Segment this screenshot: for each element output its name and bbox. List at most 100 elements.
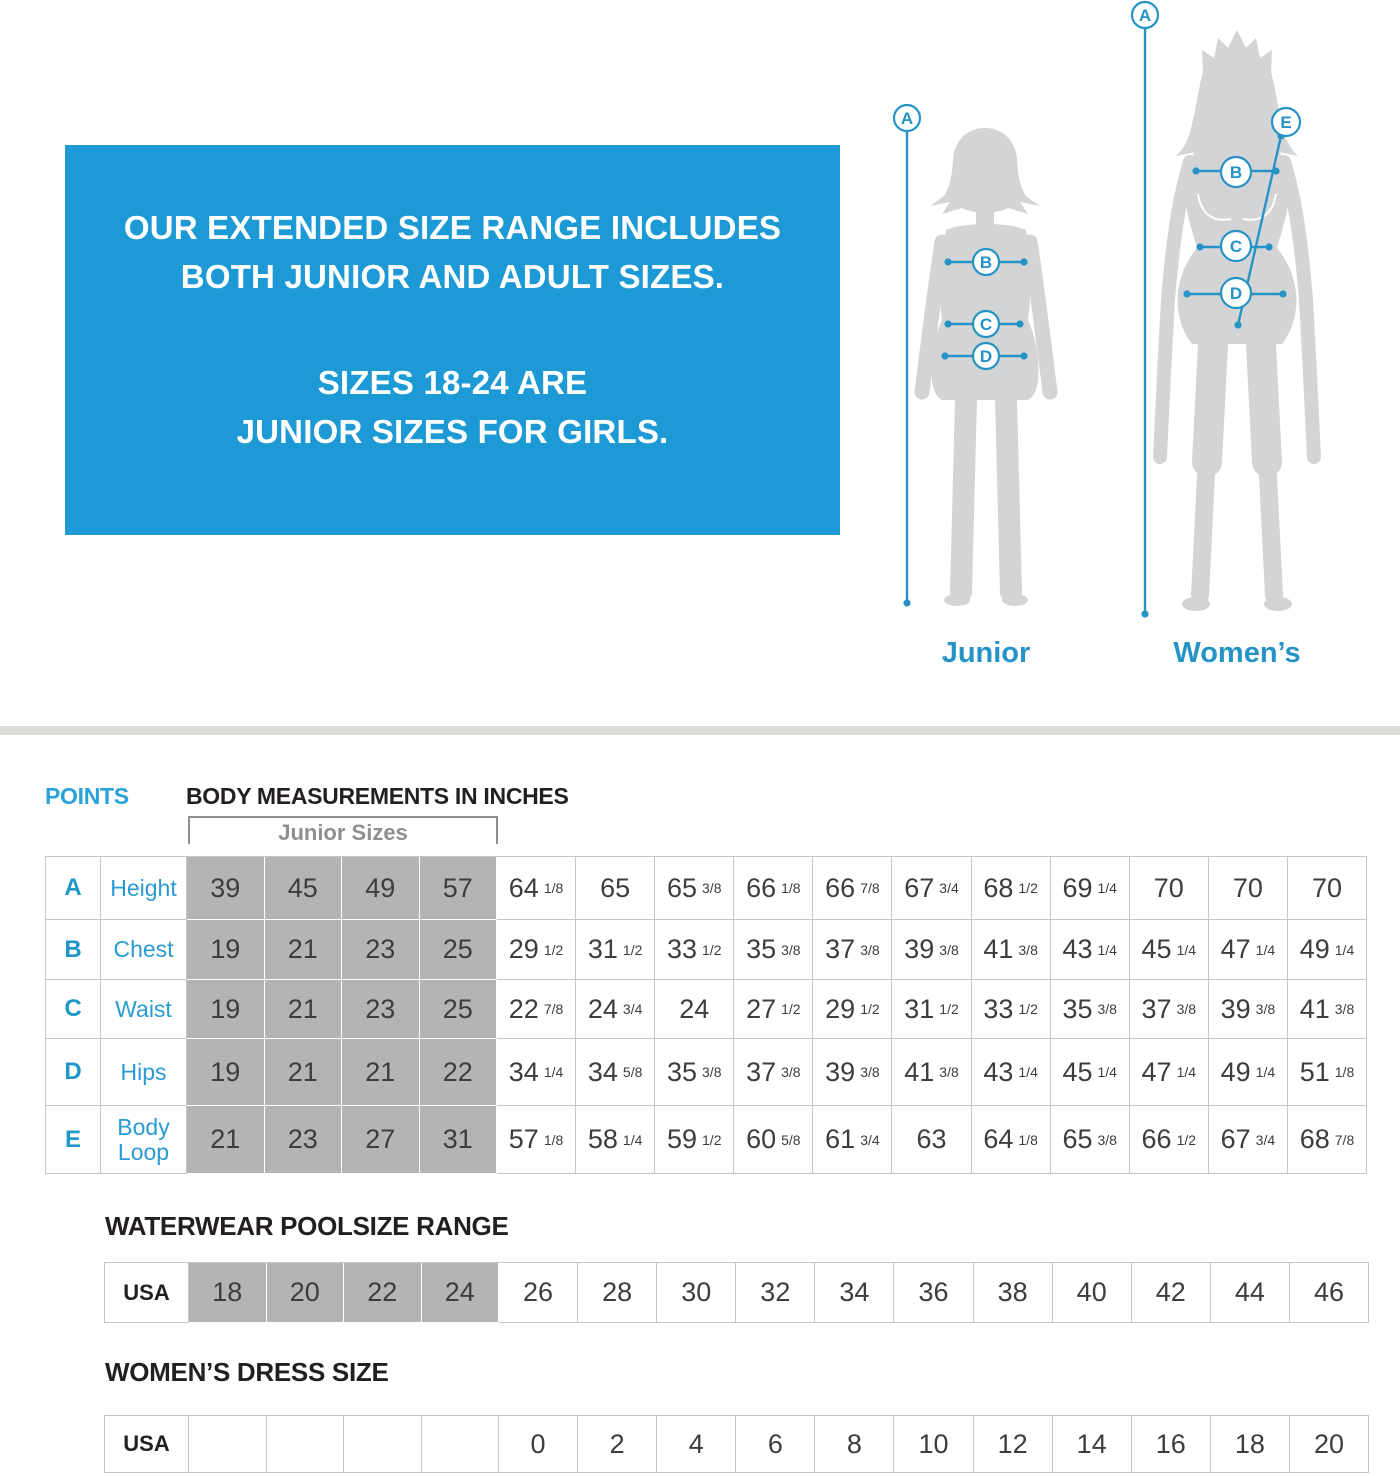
pool-size-cell: 28 [578,1263,658,1323]
measurement-cell: 45 1/4 [1050,1039,1130,1106]
measurement-cell: 64 1/8 [497,857,577,920]
measurement-cell: 21 [264,920,342,980]
poolsize-title: WATERWEAR POOLSIZE RANGE [105,1211,509,1241]
pool-size-cell: 30 [657,1263,737,1323]
measurement-cell: 58 1/4 [576,1106,656,1174]
measurement-cell: 45 [264,857,342,920]
womens-point-b: B [1230,163,1242,182]
measurement-cell: 37 3/8 [1129,980,1209,1039]
womens-point-e: E [1280,113,1291,132]
measurement-cell: 41 3/8 [892,1039,972,1106]
measurement-cell: 43 1/4 [971,1039,1051,1106]
measurement-cell: 29 1/2 [497,920,577,980]
dress-row-label: USA [105,1416,189,1473]
dress-size-cell: 12 [973,1416,1053,1473]
dress-size-cell: 0 [499,1416,579,1473]
measurement-cell: 66 7/8 [813,857,893,920]
junior-figure-label: Junior [942,637,1031,669]
measurement-cell: 27 1/2 [734,980,814,1039]
point-name: Body Loop [101,1106,187,1174]
pool-size-cell: 26 [499,1263,579,1323]
dress-size-cell: 14 [1052,1416,1132,1473]
pool-size-cell: 24 [421,1263,499,1323]
measurement-cell: 31 1/2 [576,920,656,980]
measurement-cell: 35 3/8 [734,920,814,980]
pool-size-cell: 44 [1210,1263,1290,1323]
measurement-cell: 35 3/8 [655,1039,735,1106]
point-name: Waist [101,980,187,1039]
dress-size-cell: 20 [1289,1416,1370,1473]
dress-size-cell: 4 [657,1416,737,1473]
point-letter: D [46,1039,101,1106]
measurement-cell: 22 7/8 [497,980,577,1039]
measurement-cell: 24 3/4 [576,980,656,1039]
dress-size-cell: 2 [578,1416,658,1473]
measurement-cell: 67 3/4 [1208,1106,1288,1174]
dress-size-cell: 6 [736,1416,816,1473]
pool-size-cell: 18 [189,1263,267,1323]
measurement-cell: 47 1/4 [1208,920,1288,980]
womens-measure-lines: A B C D E [1130,0,1302,618]
dress-size-cell: 10 [894,1416,974,1473]
junior-point-d: D [980,347,992,366]
measurement-cell: 39 3/8 [892,920,972,980]
dress-empty-cell [266,1416,344,1473]
measurement-cell: 65 3/8 [1050,1106,1130,1174]
body-measurements-title: BODY MEASUREMENTS IN INCHES [186,783,569,809]
pool-size-cell: 22 [344,1263,422,1323]
junior-measure-lines: A B C D [892,103,1028,607]
measurement-cell: 33 1/2 [971,980,1051,1039]
measurement-cell: 31 [419,1106,497,1174]
measurement-cell: 34 5/8 [576,1039,656,1106]
measurement-cell: 60 5/8 [734,1106,814,1174]
body-measurements-table: A Height 39 45 49 57 64 1/8 65 65 3/8 66 1/8 66 7/8 67 3… [45,856,1368,1174]
measurement-cell: 57 1/8 [497,1106,577,1174]
info-banner: OUR EXTENDED SIZE RANGE INCLUDES BOTH JU… [65,145,840,535]
point-name: Chest [101,920,187,980]
measurement-cell: 66 1/8 [734,857,814,920]
measurement-cell: 31 1/2 [892,980,972,1039]
womens-point-d: D [1230,284,1242,303]
point-letter: C [46,980,101,1039]
point-letter: B [46,920,101,980]
dress-empty-cell [189,1416,267,1473]
junior-point-a: A [901,109,913,128]
banner-text-2: SIZES 18-24 ARE JUNIOR SIZES FOR GIRLS. [236,364,669,450]
pool-size-cell: 42 [1131,1263,1211,1323]
measurement-cell: 65 [576,857,656,920]
dress-size-cell: 8 [815,1416,895,1473]
measurement-cell: 22 [419,1039,497,1106]
junior-sizes-label: Junior Sizes [278,820,408,845]
measurement-cell: 34 1/4 [497,1039,577,1106]
pool-size-cell: 20 [266,1263,344,1323]
measurement-cell: 23 [264,1106,342,1174]
junior-sizes-bracket: Junior Sizes [188,816,498,845]
measurement-cell: 61 3/4 [813,1106,893,1174]
measurement-cell: 37 3/8 [734,1039,814,1106]
banner-text-1: OUR EXTENDED SIZE RANGE INCLUDES BOTH JU… [123,209,782,295]
measurement-cell: 66 1/2 [1129,1106,1209,1174]
womens-point-c: C [1230,237,1242,256]
measurement-cell: 41 3/8 [971,920,1051,980]
measurement-cell: 23 [342,920,420,980]
pool-size-cell: 40 [1052,1263,1132,1323]
measurement-cell: 65 3/8 [655,857,735,920]
section-divider [0,726,1400,735]
measurement-cell: 25 [419,980,497,1039]
measurement-cell: 39 [187,857,265,920]
measurement-cell: 63 [892,1106,972,1174]
measurement-cell: 70 [1208,857,1288,920]
measurement-cell: 24 [655,980,735,1039]
womens-point-a: A [1139,6,1151,25]
measurement-cell: 70 [1129,857,1209,920]
measurement-cell: 39 3/8 [1208,980,1288,1039]
measurement-cell: 21 [264,1039,342,1106]
measurement-cell: 49 1/4 [1287,920,1368,980]
measurement-cell: 59 1/2 [655,1106,735,1174]
measurement-cell: 43 1/4 [1050,920,1130,980]
dress-size-title: WOMEN’S DRESS SIZE [105,1357,389,1387]
measurement-cell: 49 1/4 [1208,1039,1288,1106]
measurement-cell: 35 3/8 [1050,980,1130,1039]
measurement-cell: 41 3/8 [1287,980,1368,1039]
